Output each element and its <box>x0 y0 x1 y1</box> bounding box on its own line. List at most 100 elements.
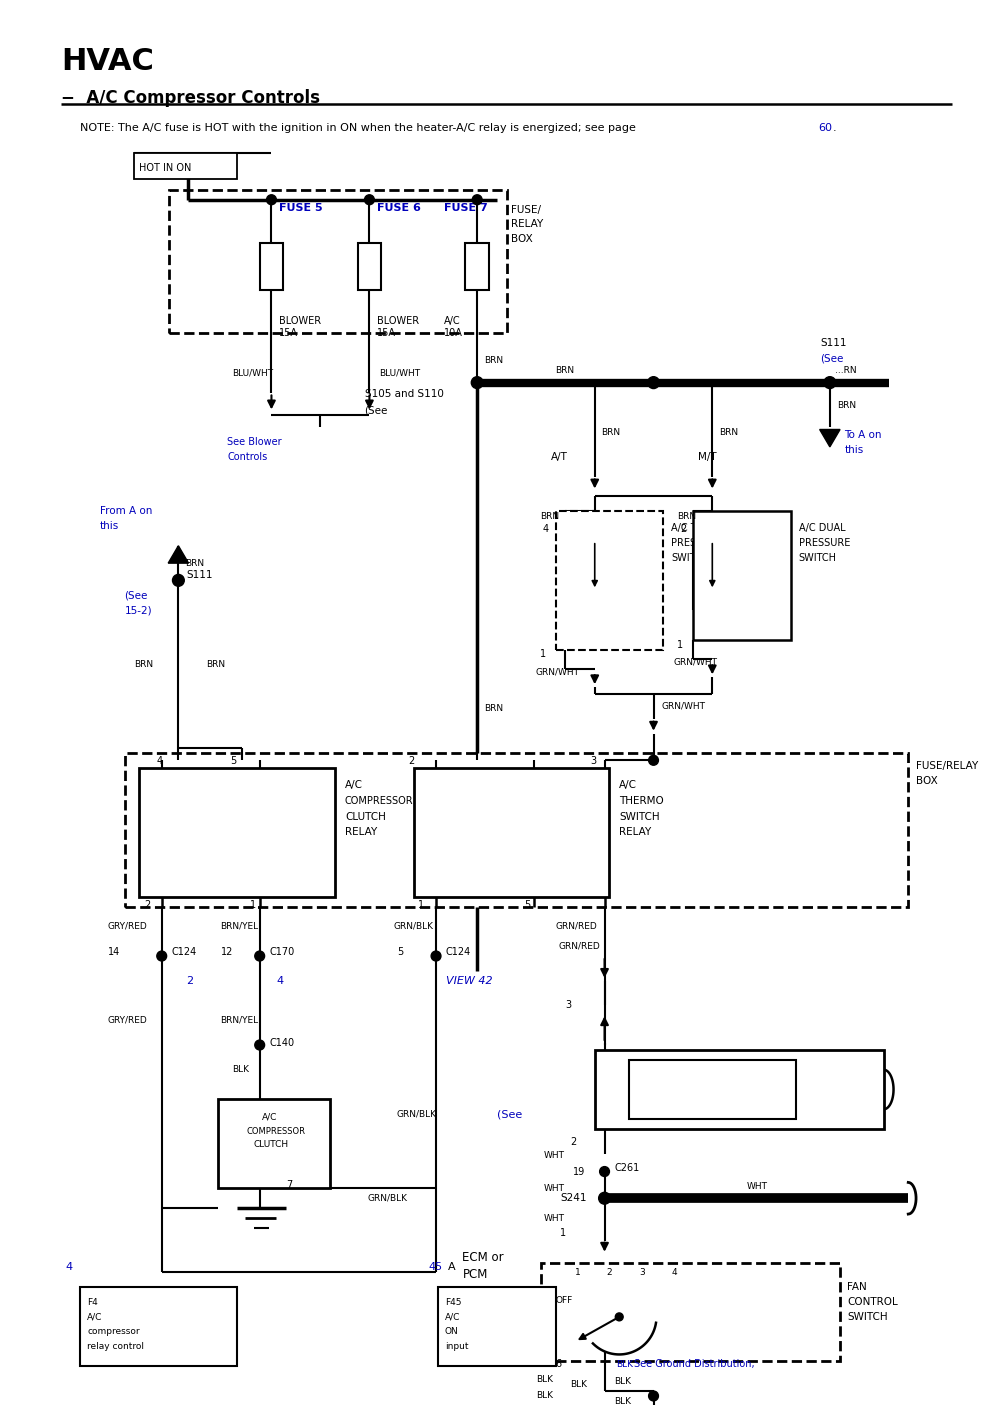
Text: GRN/WHT: GRN/WHT <box>673 658 717 667</box>
Text: 10A: 10A <box>444 328 463 338</box>
Text: BRN: BRN <box>540 512 559 520</box>
Text: FUSE 7: FUSE 7 <box>444 202 488 212</box>
Text: HVAC: HVAC <box>61 47 154 76</box>
Text: A/C: A/C <box>87 1312 103 1321</box>
Text: A/C DUAL: A/C DUAL <box>799 523 845 533</box>
Text: 1: 1 <box>560 1227 567 1237</box>
Text: BOX: BOX <box>511 235 533 245</box>
Text: A/C: A/C <box>262 1113 277 1121</box>
Text: RELAY: RELAY <box>511 219 544 229</box>
Text: BOX: BOX <box>916 776 938 786</box>
Bar <box>465 243 489 290</box>
Text: 2: 2 <box>680 525 686 534</box>
Circle shape <box>365 195 374 205</box>
Text: CLUTCH: CLUTCH <box>254 1140 289 1150</box>
Text: PCM: PCM <box>462 1268 488 1281</box>
Text: To A on: To A on <box>845 430 882 440</box>
Bar <box>556 510 663 649</box>
Text: VIEW 42: VIEW 42 <box>446 976 492 986</box>
Text: BRN: BRN <box>556 366 575 375</box>
Text: PRESSURE: PRESSURE <box>799 537 850 547</box>
Text: Controls: Controls <box>227 451 268 462</box>
Text: A: A <box>166 540 173 550</box>
Circle shape <box>615 1314 623 1321</box>
Text: COMPRESSOR: COMPRESSOR <box>345 796 414 806</box>
Text: BLK: BLK <box>232 1065 249 1075</box>
Text: 4: 4 <box>276 976 283 986</box>
Text: HOT IN ON: HOT IN ON <box>139 163 192 173</box>
Text: 1: 1 <box>575 1268 581 1277</box>
Text: From A on: From A on <box>100 506 152 516</box>
Text: GRN/BLK: GRN/BLK <box>394 922 434 930</box>
Text: Solid-State: Solid-State <box>673 1087 746 1102</box>
Text: THERMO: THERMO <box>619 796 664 806</box>
Text: 60: 60 <box>818 123 832 133</box>
Text: 1: 1 <box>677 639 683 649</box>
Text: 7: 7 <box>286 1181 292 1191</box>
Text: A/C TRIPLE: A/C TRIPLE <box>671 523 724 533</box>
Circle shape <box>649 755 658 765</box>
Text: this: this <box>100 520 119 532</box>
Circle shape <box>431 952 441 962</box>
Bar <box>438 1287 556 1366</box>
Text: BRN: BRN <box>677 512 696 520</box>
Text: PRESSURE: PRESSURE <box>671 537 723 547</box>
Text: 2: 2 <box>144 899 150 909</box>
Text: 5: 5 <box>397 947 403 957</box>
Text: 4: 4 <box>66 1263 73 1273</box>
Text: BRN: BRN <box>602 427 621 437</box>
Bar <box>414 768 609 896</box>
Text: 4: 4 <box>543 525 549 534</box>
Text: 3: 3 <box>639 1268 645 1277</box>
Text: (See: (See <box>820 354 843 363</box>
Text: S105 and S110: S105 and S110 <box>365 389 443 400</box>
Circle shape <box>157 952 167 962</box>
Bar <box>169 189 507 334</box>
Text: BRN: BRN <box>484 704 503 714</box>
Bar <box>80 1287 237 1366</box>
Text: (See: (See <box>497 1109 522 1120</box>
Text: BLOWER: BLOWER <box>377 317 419 327</box>
Text: BRN/YEL: BRN/YEL <box>221 922 259 930</box>
Bar <box>629 1060 796 1118</box>
Text: SWITCH: SWITCH <box>671 553 709 563</box>
Text: 2: 2 <box>570 1137 576 1147</box>
Text: NOTE: The A/C fuse is HOT with the ignition in ON when the heater-A/C relay is e: NOTE: The A/C fuse is HOT with the ignit… <box>80 123 640 133</box>
Text: 45: 45 <box>428 1263 442 1273</box>
Text: 5: 5 <box>524 899 530 909</box>
Polygon shape <box>168 546 189 563</box>
Text: FUSE 5: FUSE 5 <box>279 202 323 212</box>
Text: See Blower: See Blower <box>227 437 282 447</box>
Bar <box>218 1099 330 1188</box>
Text: C124: C124 <box>446 947 471 957</box>
Text: A: A <box>448 1263 455 1273</box>
Text: ON: ON <box>445 1328 459 1336</box>
Text: S241: S241 <box>560 1193 587 1203</box>
Circle shape <box>824 376 836 389</box>
Bar <box>134 153 237 180</box>
Text: C140: C140 <box>269 1038 295 1048</box>
Text: FAN: FAN <box>847 1282 867 1292</box>
Bar <box>358 243 381 290</box>
Text: C124: C124 <box>172 947 197 957</box>
Text: BLK: BLK <box>570 1380 587 1389</box>
Text: GRN/BLK: GRN/BLK <box>367 1193 407 1203</box>
Text: .: . <box>833 123 836 133</box>
Text: WHT: WHT <box>544 1151 565 1161</box>
Text: 4: 4 <box>671 1268 677 1277</box>
Text: BRN: BRN <box>134 660 153 669</box>
Text: CLUTCH: CLUTCH <box>345 812 386 822</box>
Bar <box>260 243 283 290</box>
Text: compressor: compressor <box>87 1328 140 1336</box>
Text: (See: (See <box>365 406 388 416</box>
Text: 12: 12 <box>221 947 233 957</box>
Bar <box>541 1263 840 1362</box>
Text: BRN: BRN <box>484 356 503 365</box>
Text: relay control: relay control <box>87 1342 144 1350</box>
Text: 14: 14 <box>108 947 120 957</box>
Text: A/C: A/C <box>345 781 363 790</box>
Text: WHT: WHT <box>747 1182 768 1191</box>
Text: 15A: 15A <box>377 328 396 338</box>
Circle shape <box>648 376 659 389</box>
Circle shape <box>471 376 483 389</box>
